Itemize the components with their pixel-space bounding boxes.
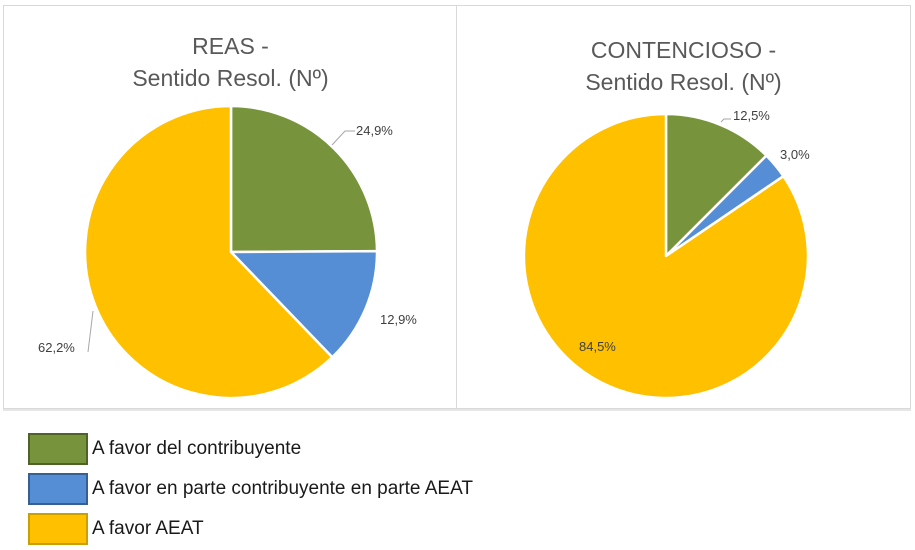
label-contencioso-en-parte: 3,0%	[780, 147, 810, 162]
legend-swatch-blue	[28, 473, 88, 505]
legend-swatch-green	[28, 433, 88, 465]
slice-reas-aeat	[83, 104, 334, 400]
legend-label: A favor AEAT	[92, 518, 204, 539]
slice-contencioso-contribuyente	[664, 112, 768, 258]
pie-reas	[83, 104, 379, 400]
slice-reas-contribuyente	[229, 104, 379, 254]
label-contencioso-contribuyente: 12,5%	[733, 108, 770, 123]
legend: A favor del contribuyente A favor en par…	[28, 429, 473, 549]
label-reas-contribuyente: 24,9%	[356, 123, 393, 138]
chart-title-reas: REAS - Sentido Resol. (Nº)	[4, 30, 457, 94]
label-reas-aeat: 62,2%	[38, 340, 75, 355]
chart-title-contencioso: CONTENCIOSO - Sentido Resol. (Nº)	[457, 34, 910, 98]
title-line-2: Sentido Resol. (Nº)	[132, 65, 329, 91]
frame-shadow	[3, 409, 911, 411]
leader-line-reas-contribuyente	[331, 130, 355, 146]
leader-line-contencioso-contribuyente	[720, 118, 731, 123]
pie-contencioso	[522, 112, 810, 400]
title-line-1: REAS -	[192, 33, 269, 59]
slice-contencioso-aeat	[522, 112, 810, 400]
legend-label: A favor del contribuyente	[92, 438, 302, 459]
title-line-2: Sentido Resol. (Nº)	[585, 69, 782, 95]
legend-item-en-parte: A favor en parte contribuyente en parte …	[28, 469, 473, 509]
leader-line-reas-aeat	[87, 310, 94, 353]
legend-item-aeat: A favor AEAT	[28, 509, 473, 549]
legend-item-contribuyente: A favor del contribuyente	[28, 429, 473, 469]
label-contencioso-aeat: 84,5%	[579, 339, 616, 354]
slice-reas-en-parte	[229, 249, 379, 359]
label-reas-en-parte: 12,9%	[380, 312, 417, 327]
legend-label: A favor en parte contribuyente en parte …	[92, 478, 473, 499]
legend-swatch-yellow	[28, 513, 88, 545]
title-line-1: CONTENCIOSO -	[590, 37, 777, 63]
